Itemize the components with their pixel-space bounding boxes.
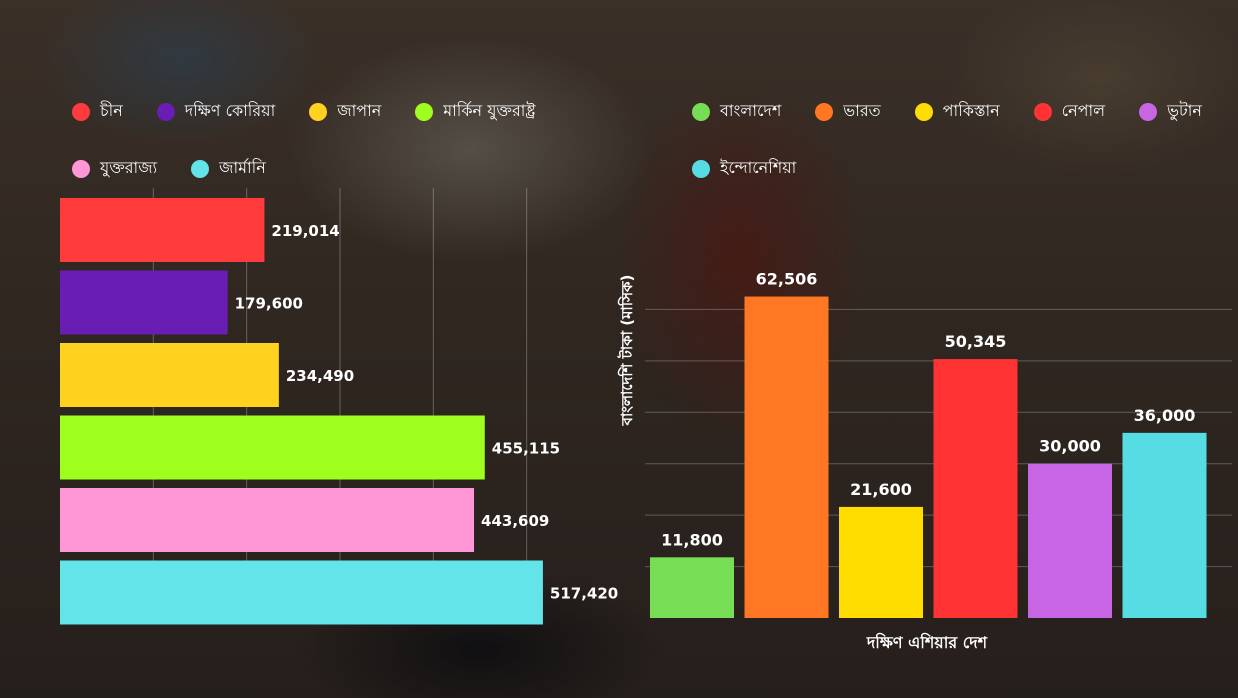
bar <box>839 506 923 618</box>
legend-label: পাকিস্তান <box>942 101 1000 120</box>
bar <box>1122 432 1207 618</box>
legend-label: ভারত <box>843 101 881 120</box>
legend-swatch <box>692 159 710 178</box>
legend-item: ভারত <box>815 98 881 125</box>
x-axis-title: দক্ষিণ এশিয়ার দেশ <box>866 632 988 652</box>
legend-swatch <box>309 102 328 121</box>
bar <box>60 488 475 552</box>
legend-swatch <box>415 102 434 121</box>
legend-label: চীন <box>100 101 123 120</box>
legend-swatch <box>72 159 90 178</box>
legend-label: বাংলাদেশ <box>720 101 782 120</box>
legend-item: যুক্তরাজ্য <box>72 155 157 182</box>
legend-label: ইন্দোনেশিয়া <box>720 158 797 177</box>
bar <box>933 359 1018 618</box>
legend-label: জার্মানি <box>219 158 266 177</box>
legend-swatch <box>191 159 210 178</box>
legend-swatch <box>72 102 90 121</box>
left-chart-legend: চীন দক্ষিণ কোরিয়া জাপান মার্কিন যুক্তরাষ্ট… <box>72 98 592 182</box>
legend-swatch <box>815 102 834 121</box>
legend-swatch <box>156 102 175 121</box>
bar-value-label: 219,014 <box>271 222 339 240</box>
bar <box>650 557 734 618</box>
bar-value-label: 179,600 <box>235 295 303 313</box>
bar <box>60 270 228 335</box>
bar <box>60 198 265 262</box>
bar <box>744 296 829 618</box>
legend-swatch <box>1139 102 1158 121</box>
legend-swatch <box>914 102 933 121</box>
bar <box>60 343 279 407</box>
legend-label: দক্ষিণ কোরিয়া <box>184 101 276 120</box>
legend-item: জার্মানি <box>191 155 266 182</box>
legend-item: মার্কিন যুক্তরাষ্ট্র <box>415 98 536 125</box>
legend-label: ভুটান <box>1167 101 1202 120</box>
bar-value-label: 443,609 <box>481 512 549 530</box>
y-axis-title: বাংলাদেশি টাকা (মাসিক) <box>617 275 636 427</box>
bar-value-label: 517,420 <box>550 585 618 603</box>
bar-value-label: 11,800 <box>661 530 723 549</box>
bar-value-label: 234,490 <box>286 367 354 385</box>
legend-item: ইন্দোনেশিয়া <box>692 155 796 182</box>
bar <box>60 415 485 480</box>
bar <box>60 560 543 625</box>
bar-value-label: 21,600 <box>850 480 912 499</box>
bar-value-label: 50,345 <box>945 332 1007 351</box>
legend-item: ভুটান <box>1139 98 1202 125</box>
legend-label: জাপান <box>337 101 382 120</box>
legend-label: মার্কিন যুক্তরাষ্ট্র <box>443 101 536 120</box>
bar-value-label: 36,000 <box>1134 406 1196 425</box>
bar-value-label: 30,000 <box>1039 437 1101 456</box>
legend-item: নেপাল <box>1033 98 1106 125</box>
bar-value-label: 455,115 <box>492 440 560 458</box>
legend-item: চীন <box>72 98 123 125</box>
legend-swatch <box>692 102 710 121</box>
legend-item: পাকিস্তান <box>914 98 1000 125</box>
legend-item: বাংলাদেশ <box>692 98 781 125</box>
bar-value-label: 62,506 <box>756 270 818 289</box>
bar <box>1028 463 1112 618</box>
legend-label: যুক্তরাজ্য <box>100 158 158 177</box>
legend-item: জাপান <box>309 98 381 125</box>
legend-item: দক্ষিণ কোরিয়া <box>156 98 276 125</box>
legend-label: নেপাল <box>1061 101 1106 120</box>
legend-swatch <box>1033 102 1052 121</box>
right-chart-legend: বাংলাদেশ ভারত পাকিস্তান নেপাল ভুটান ইন্দোনেশি… <box>692 98 1212 182</box>
